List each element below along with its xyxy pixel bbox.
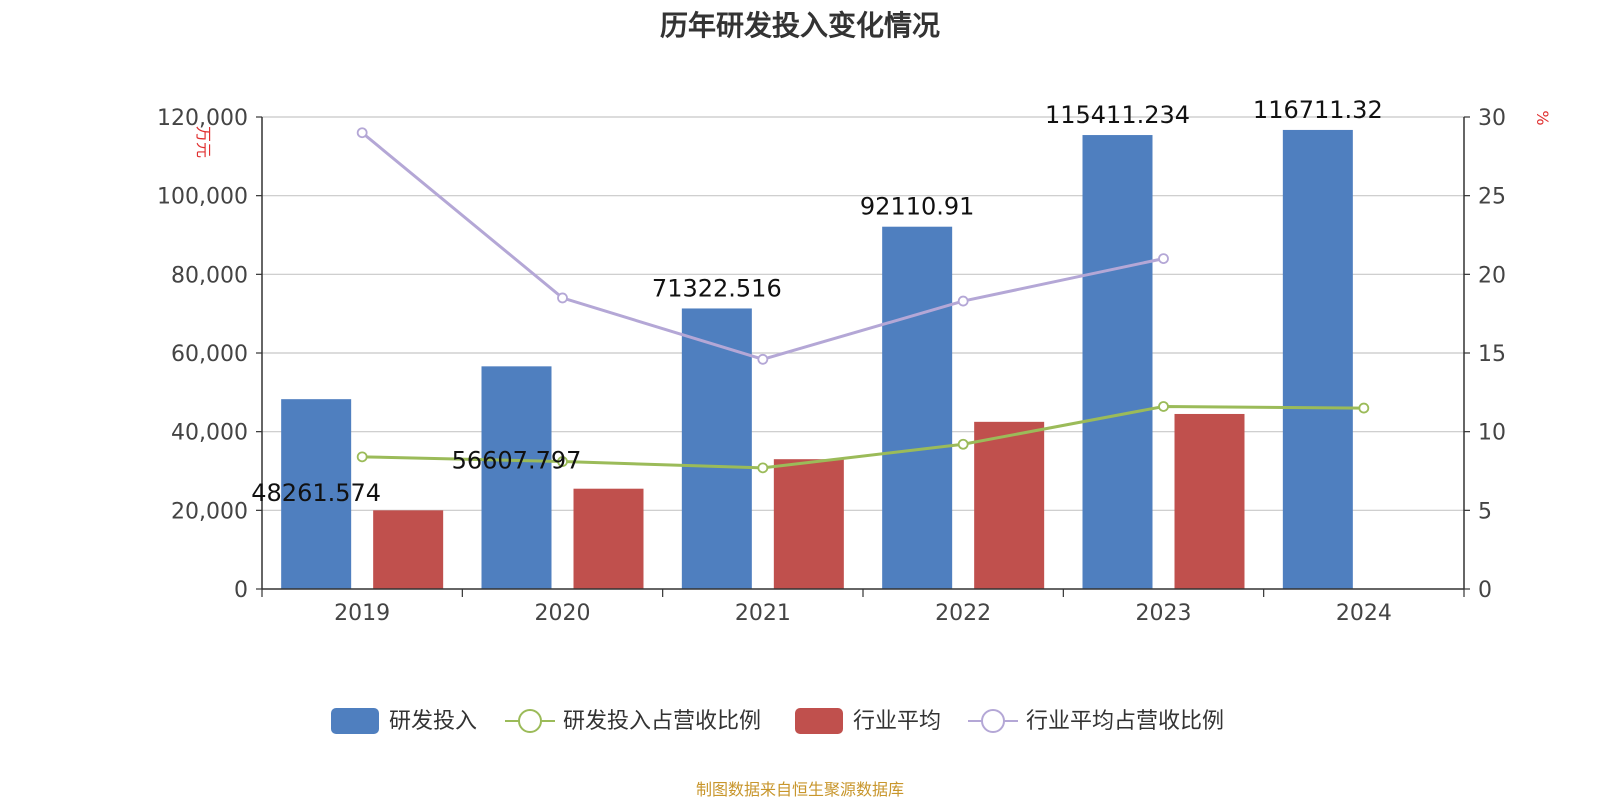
bar-industry-avg <box>373 510 444 589</box>
data-label: 92110.91 <box>860 193 975 221</box>
legend-label-rd-investment[interactable]: 研发投入 <box>389 709 477 734</box>
point-industry-ratio <box>1158 253 1169 265</box>
point-rd-ratio <box>1358 402 1370 414</box>
y-axis-left-unit: 万元 <box>194 126 213 158</box>
data-label: 115411.234 <box>1045 101 1190 129</box>
point-rd-ratio <box>356 451 368 463</box>
legend-swatch-rd-investment[interactable] <box>331 708 379 734</box>
point-rd-ratio <box>1158 401 1169 412</box>
bar-rd-investment <box>481 366 552 589</box>
bar-rd-investment <box>1082 135 1153 590</box>
point-industry-ratio <box>957 295 969 307</box>
y-right-tick-label: 20 <box>1478 263 1506 288</box>
y-left-tick-label: 100,000 <box>157 185 248 210</box>
y-right-tick-label: 30 <box>1478 106 1506 131</box>
x-tick-label: 2023 <box>1136 601 1192 626</box>
bar-industry-avg <box>573 488 644 589</box>
y-left-tick-label: 60,000 <box>171 342 248 367</box>
x-tick-label: 2022 <box>935 601 991 626</box>
point-rd-ratio <box>957 438 969 450</box>
chart-title: 历年研发投入变化情况 <box>659 9 940 42</box>
data-label: 48261.574 <box>251 479 381 507</box>
bar-rd-investment <box>281 399 352 589</box>
bar-rd-investment <box>1282 129 1353 589</box>
y-left-tick-label: 20,000 <box>171 499 248 524</box>
x-tick-label: 2020 <box>535 601 591 626</box>
legend-label-industry-avg[interactable]: 行业平均 <box>853 709 941 734</box>
y-left-tick-label: 40,000 <box>171 421 248 446</box>
line-industry-ratio <box>361 131 1164 361</box>
bar-rd-investment <box>681 308 752 589</box>
data-label: 71322.516 <box>652 274 782 302</box>
y-right-tick-label: 5 <box>1478 499 1492 524</box>
legend-marker-rd-ratio[interactable] <box>518 709 542 733</box>
legend-label-industry-ratio[interactable]: 行业平均占营收比例 <box>1026 709 1224 734</box>
x-tick-label: 2021 <box>735 601 791 626</box>
y-right-tick-label: 10 <box>1478 421 1506 446</box>
y-right-tick-label: 0 <box>1478 578 1492 603</box>
point-rd-ratio <box>757 462 769 474</box>
source-note: 制图数据来自恒生聚源数据库 <box>695 780 904 799</box>
y-left-tick-label: 0 <box>234 578 248 603</box>
legend-marker-industry-ratio[interactable] <box>981 709 1005 733</box>
y-left-tick-label: 120,000 <box>157 106 248 131</box>
data-label: 116711.32 <box>1253 96 1383 124</box>
point-industry-ratio <box>557 292 568 304</box>
point-rd-ratio <box>557 456 568 467</box>
legend-label-rd-ratio[interactable]: 研发投入占营收比例 <box>563 709 761 734</box>
data-label: 56607.797 <box>452 446 582 474</box>
bar-industry-avg <box>974 421 1045 589</box>
y-left-tick-label: 80,000 <box>171 263 248 288</box>
bar-rd-investment <box>882 226 953 589</box>
y-right-tick-label: 25 <box>1478 185 1506 210</box>
y-axis-right-unit: % <box>1533 110 1552 125</box>
line-rd-ratio <box>362 404 1364 470</box>
point-industry-ratio <box>757 353 769 365</box>
legend-swatch-industry-avg[interactable] <box>795 708 843 734</box>
y-right-tick-label: 15 <box>1478 342 1506 367</box>
bar-industry-avg <box>773 459 844 589</box>
x-tick-label: 2024 <box>1336 601 1392 626</box>
bar-industry-avg <box>1174 413 1245 589</box>
point-industry-ratio <box>356 127 368 139</box>
x-tick-label: 2019 <box>334 601 390 626</box>
